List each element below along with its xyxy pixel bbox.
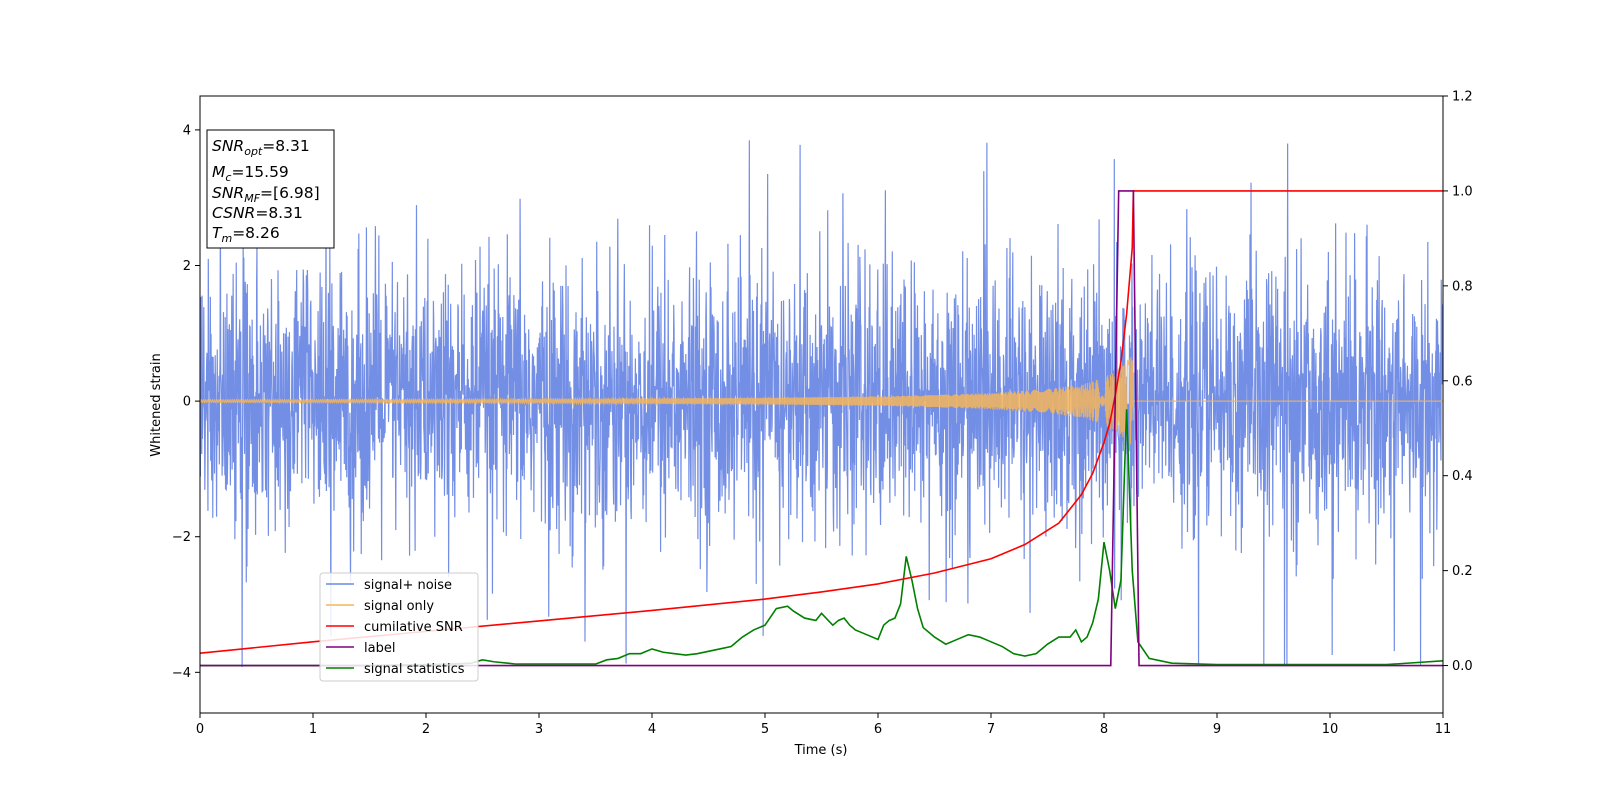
x-tick-label: 7	[987, 722, 995, 737]
y2-tick-label: 1.2	[1452, 90, 1473, 105]
y-tick-label: −4	[172, 666, 191, 681]
x-tick-label: 3	[535, 722, 543, 737]
x-tick-label: 0	[196, 722, 204, 737]
x-tick-label: 11	[1435, 722, 1452, 737]
y2-tick-label: 0.2	[1452, 564, 1473, 579]
x-tick-label: 4	[648, 722, 656, 737]
annotation-frame	[206, 129, 335, 249]
legend-label-signal-noise: signal+ noise	[364, 578, 452, 593]
series-signal-statistics-line	[200, 409, 1443, 667]
annotation-line-csnr: CSNR=8.31	[212, 204, 303, 222]
y-axis-label: Whitened strain	[149, 353, 164, 456]
x-tick-label: 8	[1100, 722, 1108, 737]
y2-tick-label: 0.4	[1452, 469, 1473, 484]
x-axis-label: Time (s)	[794, 743, 848, 758]
legend: signal+ noise signal only cumilative SNR…	[319, 572, 479, 682]
series-layer	[200, 140, 1443, 667]
legend-frame	[319, 572, 479, 682]
x-tick-label: 1	[309, 722, 317, 737]
x-tick-label: 2	[422, 722, 430, 737]
y-tick-label: 4	[183, 123, 191, 138]
x-tick-label: 5	[761, 722, 769, 737]
legend-label-label: label	[364, 641, 395, 656]
y2-tick-label: 0.8	[1452, 279, 1473, 294]
y2-tick-label: 0.6	[1452, 374, 1473, 389]
y-tick-label: 0	[183, 395, 191, 410]
y-tick-label: −2	[172, 530, 191, 545]
legend-label-cumulative-snr: cumilative SNR	[364, 620, 463, 635]
annotation-line-snr-opt: SNRopt=8.31	[212, 137, 310, 158]
y-tick-label: 2	[183, 259, 191, 274]
ticks-layer: 0 1 2 3 4 5 6 7 8 9 10 11 4 2 0 −2 −4 1.2 1.0 0.8 0.6 0.4 0.2 0…	[172, 90, 1473, 738]
annotation-box: SNRopt=8.31 Mc=15.59 SNRMF=[6.98] CSNR=8…	[206, 129, 335, 249]
legend-label-signal-statistics: signal statistics	[364, 662, 465, 677]
annotation-line-mc: Mc=15.59	[212, 163, 289, 184]
x-tick-label: 6	[874, 722, 882, 737]
y2-tick-label: 1.0	[1452, 184, 1473, 199]
series-signal-noise-line	[200, 140, 1443, 667]
legend-label-signal-only: signal only	[364, 599, 434, 614]
plot-frame	[199, 95, 1444, 714]
series-signal-only-line	[200, 356, 1443, 445]
annotation-line-tm: Tm=8.26	[212, 224, 280, 245]
annotation-line-snr-mf: SNRMF=[6.98]	[212, 184, 320, 205]
y2-tick-label: 0.0	[1452, 659, 1473, 674]
x-tick-label: 10	[1322, 722, 1339, 737]
x-tick-label: 9	[1213, 722, 1221, 737]
series-label-line	[200, 190, 1443, 667]
